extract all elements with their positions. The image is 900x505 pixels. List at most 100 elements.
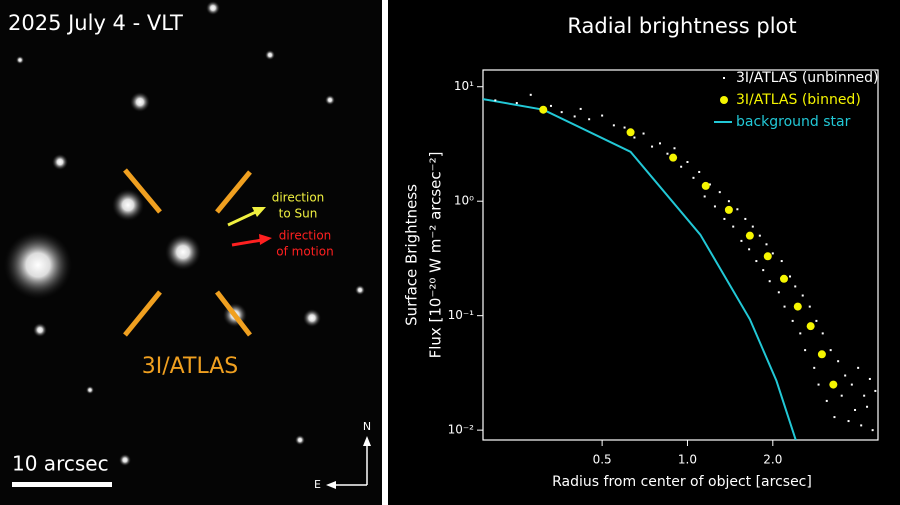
data-point (529, 93, 532, 96)
data-point (799, 332, 802, 335)
binned-point (806, 322, 815, 331)
data-point (549, 104, 552, 107)
data-point (588, 118, 591, 121)
data-point (765, 243, 768, 246)
data-point (777, 291, 780, 294)
motion-arrow (231, 238, 263, 247)
data-point (866, 405, 869, 408)
binned-point (779, 274, 788, 283)
chart-title: Radial brightness plot (567, 14, 796, 38)
data-point (821, 332, 824, 335)
data-point (740, 239, 743, 242)
binned-point (626, 128, 635, 137)
x-axis-label: Radius from center of object [arcsec] (552, 474, 812, 490)
data-point (871, 429, 874, 432)
data-point (815, 319, 818, 322)
data-point (713, 205, 716, 208)
motion-label: direction (279, 229, 332, 243)
data-point (804, 349, 807, 352)
sun-label: to Sun (279, 207, 318, 221)
data-point (727, 200, 730, 203)
data-point (658, 142, 661, 145)
legend-label: 3I/ATLAS (binned) (736, 92, 861, 108)
data-point (718, 191, 721, 194)
binned-point (763, 252, 772, 261)
data-point (651, 145, 654, 148)
data-point (813, 366, 816, 369)
binned-point (701, 181, 710, 190)
y-tick-label: 10⁻² (448, 423, 475, 437)
data-point (768, 280, 771, 283)
target-marker (123, 168, 252, 337)
binned-point (793, 302, 802, 311)
data-point (874, 389, 877, 392)
data-point (755, 260, 758, 263)
line (483, 98, 797, 440)
data-point (723, 217, 726, 220)
data-point (817, 383, 820, 386)
plot-frame (482, 69, 879, 441)
y-tick-label: 10⁻¹ (448, 308, 475, 322)
data-point (573, 115, 576, 118)
binned-point (745, 231, 754, 240)
scale-bar (12, 482, 112, 487)
data-point (844, 374, 847, 377)
x-tick-label: 0.5 (593, 453, 612, 467)
binned-point (724, 205, 733, 214)
data-point (783, 305, 786, 308)
y-axis-label: Flux [10⁻²⁰ W m⁻² arcsec⁻²] (427, 152, 445, 359)
data-point (673, 147, 676, 150)
object-label: 3I/ATLAS (142, 354, 238, 379)
sun-arrowhead (252, 207, 266, 217)
data-point (494, 99, 497, 102)
y-axis-label: Surface Brightness (403, 184, 421, 326)
binned-point (669, 153, 678, 162)
data-point (612, 124, 615, 127)
data-point (623, 126, 626, 129)
compass-n: N (363, 420, 371, 433)
sun-label: direction (272, 191, 325, 205)
data-point (794, 285, 797, 288)
data-point (560, 111, 563, 114)
legend-label: background star (736, 114, 851, 130)
x-tick-label: 1.0 (678, 453, 697, 467)
data-point (680, 165, 683, 168)
data-point (789, 275, 792, 278)
data-point (708, 183, 711, 186)
data-point (837, 360, 840, 363)
data-point (833, 416, 836, 419)
data-point (825, 399, 828, 402)
binned-point (817, 350, 826, 359)
data-point (744, 217, 747, 220)
data-point (868, 377, 871, 380)
data-point (736, 208, 739, 211)
data-point (642, 132, 645, 135)
data-point (686, 160, 689, 163)
legend-swatch (723, 77, 725, 79)
data-point (863, 394, 866, 397)
data-point (703, 195, 706, 198)
data-point (808, 305, 811, 308)
data-point (780, 260, 783, 263)
image-title: 2025 July 4 - VLT (8, 11, 183, 35)
legend-label: 3I/ATLAS (unbinned) (736, 70, 879, 86)
y-tick-label: 10¹ (454, 79, 474, 93)
motion-label: of motion (276, 245, 333, 259)
divider (382, 0, 388, 505)
data-point (850, 383, 853, 386)
compass-arrowhead (363, 436, 371, 446)
data-point (515, 102, 518, 105)
data-point (601, 114, 604, 117)
data-point (854, 408, 857, 411)
data-point (840, 394, 843, 397)
data-point (751, 225, 754, 228)
data-point (698, 170, 701, 173)
scale-label: 10 arcsec (12, 452, 109, 476)
data-point (857, 366, 860, 369)
data-point (829, 349, 832, 352)
data-point (801, 294, 804, 297)
data-point (579, 107, 582, 110)
data-point (692, 176, 695, 179)
